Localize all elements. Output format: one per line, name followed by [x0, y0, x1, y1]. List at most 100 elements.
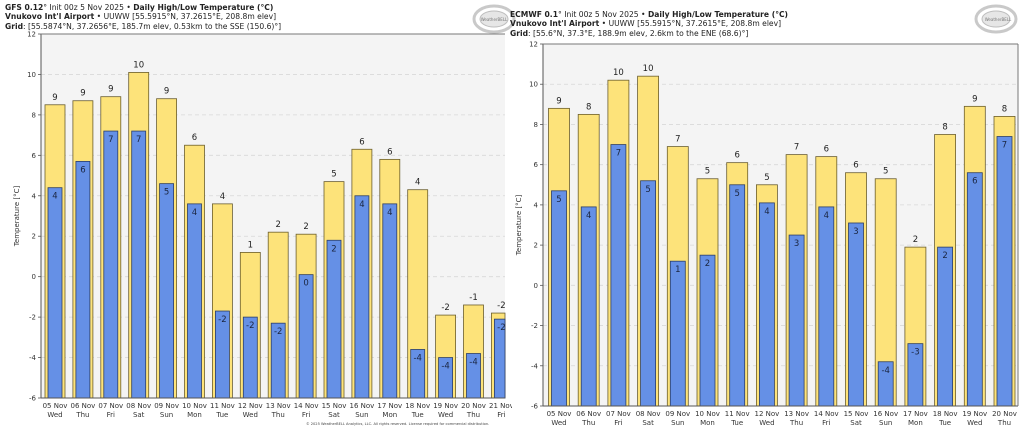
ecmwf-high-label: 5	[764, 173, 769, 183]
ecmwf-xtick-weekday: Mon	[908, 419, 923, 427]
gfs-xtick-weekday: Fri	[302, 411, 310, 419]
ecmwf-high-label: 7	[675, 135, 680, 145]
ecmwf-low-label: 5	[734, 189, 739, 199]
gfs-title-line: GFS 0.12° Init 00z 5 Nov 2025 • Daily Hi…	[5, 3, 274, 12]
ecmwf-low-label: 2	[942, 251, 947, 261]
ecmwf-ytick-label: 4	[534, 201, 539, 209]
gfs-ytick-label: -6	[29, 395, 37, 403]
ecmwf-low-label: 4	[824, 211, 829, 221]
gfs-xtick-weekday: Thu	[466, 411, 480, 419]
ecmwf-xtick-weekday: Wed	[551, 419, 566, 427]
gfs-ytick-label: 10	[27, 71, 36, 79]
ecmwf-xtick-date: 19 Nov	[962, 410, 987, 418]
gfs-high-label: 1	[248, 240, 253, 250]
gfs-low-bar	[75, 160, 91, 399]
ecmwf-chart-title: Daily High/Low Temperature (°C)	[647, 10, 789, 19]
gfs-ytick-label: -2	[29, 314, 36, 322]
copyright-notice: © 2025 WeatherBELL Analytics, LLC. All r…	[306, 422, 490, 426]
ecmwf-xtick-date: 09 Nov	[665, 410, 690, 418]
ecmwf-high-label: 10	[643, 64, 654, 74]
gfs-xtick-weekday: Thu	[271, 411, 285, 419]
ecmwf-low-label: 2	[705, 259, 710, 269]
gfs-ytick-label: 4	[32, 192, 37, 200]
gfs-xtick-date: 11 Nov	[210, 402, 235, 410]
ecmwf-station: Vnukovo Int'l Airport	[510, 19, 600, 29]
ecmwf-low-bar	[758, 202, 775, 407]
ecmwf-high-label: 9	[972, 94, 977, 104]
ecmwf-grid-label: Grid	[510, 28, 529, 38]
ecmwf-high-label: 6	[734, 151, 739, 161]
gfs-high-label: 4	[415, 178, 420, 188]
ecmwf-xtick-weekday: Tue	[730, 419, 743, 427]
ecmwf-init: Init 00z 5 Nov 2025	[564, 10, 639, 19]
ecmwf-low-bar	[848, 222, 864, 407]
ecmwf-high-label: 5	[705, 167, 710, 177]
ecmwf-low-bar	[996, 136, 1013, 407]
gfs-station: Vnukovo Int'l Airport	[5, 12, 95, 22]
gfs-xtick-date: 12 Nov	[238, 402, 263, 410]
gfs-low-bar	[159, 183, 175, 399]
gfs-high-label: 4	[220, 192, 225, 202]
gfs-xtick-date: 20 Nov	[461, 402, 486, 410]
ecmwf-xtick-weekday: Mon	[700, 419, 715, 427]
gfs-low-label: 5	[164, 188, 169, 198]
gfs-low-bar	[131, 130, 147, 399]
gfs-header: GFS 0.12° Init 00z 5 Nov 2025 • Daily Hi…	[5, 3, 281, 31]
ecmwf-xtick-weekday: Sun	[879, 419, 892, 427]
gfs-xtick-weekday: Mon	[187, 411, 202, 419]
ecmwf-xtick-date: 13 Nov	[784, 410, 809, 418]
weatherbell-logo-right-icon: WeatherBELL	[974, 4, 1018, 34]
ecmwf-low-label: 6	[972, 177, 977, 187]
gfs-init: Init 00z 5 Nov 2025	[49, 3, 124, 12]
logo-text: WeatherBELL	[481, 17, 508, 22]
gfs-grid-info: [55.5874°N, 37.2656°E, 185.7m elev, 0.53…	[28, 21, 282, 31]
gfs-high-label: 9	[80, 89, 85, 99]
ecmwf-model-suffix: °	[557, 10, 562, 19]
gfs-xtick-weekday: Tue	[411, 411, 424, 419]
gfs-xtick-weekday: Fri	[107, 411, 115, 419]
logo-right-text: WeatherBELL	[985, 17, 1012, 22]
ecmwf-xtick-date: 12 Nov	[755, 410, 780, 418]
ecmwf-xtick-weekday: Thu	[789, 419, 803, 427]
gfs-high-label: 6	[359, 137, 364, 147]
gfs-ytick-label: 8	[32, 111, 36, 119]
ecmwf-xtick-date: 08 Nov	[636, 410, 661, 418]
ecmwf-high-label: 6	[824, 145, 829, 155]
gfs-xtick-weekday: Wed	[438, 411, 453, 419]
ecmwf-low-bar	[788, 234, 805, 407]
gfs-low-label: 4	[192, 208, 197, 218]
gfs-xtick-date: 13 Nov	[266, 402, 291, 410]
ecmwf-title-line: ECMWF 0.1° Init 00z 5 Nov 2025 • Daily H…	[510, 10, 789, 19]
ecmwf-high-label: 7	[794, 143, 799, 153]
gfs-high-label: -1	[469, 293, 477, 303]
gfs-xtick-date: 17 Nov	[377, 402, 402, 410]
ecmwf-low-label: 7	[1002, 141, 1007, 151]
gfs-low-bar	[187, 203, 202, 399]
gfs-low-label: 2	[331, 244, 336, 254]
gfs-low-bar	[103, 130, 119, 399]
gfs-high-label: 9	[108, 85, 113, 95]
gfs-low-label: 4	[387, 208, 392, 218]
ecmwf-model-name: ECMWF 0.1	[510, 10, 558, 19]
gfs-low-label: 7	[136, 135, 141, 145]
ecmwf-xtick-date: 16 Nov	[873, 410, 898, 418]
gfs-xtick-date: 16 Nov	[350, 402, 375, 410]
ecmwf-xtick-date: 10 Nov	[695, 410, 720, 418]
gfs-xtick-weekday: Sat	[328, 411, 340, 419]
gfs-high-label: 9	[52, 93, 57, 103]
ecmwf-high-label: 6	[853, 161, 858, 171]
ecmwf-ytick-label: 12	[529, 41, 538, 49]
ecmwf-low-label: 7	[616, 149, 621, 159]
gfs-high-label: 2	[275, 220, 280, 230]
ecmwf-xtick-weekday: Sat	[642, 419, 654, 427]
ecmwf-low-bar	[610, 144, 627, 407]
gfs-high-label: -2	[441, 303, 449, 313]
ecmwf-low-bar	[729, 184, 746, 407]
gfs-low-label: 4	[359, 200, 364, 210]
ecmwf-low-bar	[966, 172, 983, 407]
ecmwf-low-label: 4	[764, 207, 769, 217]
ecmwf-xtick-date: 05 Nov	[547, 410, 572, 418]
gfs-xtick-date: 14 Nov	[294, 402, 319, 410]
